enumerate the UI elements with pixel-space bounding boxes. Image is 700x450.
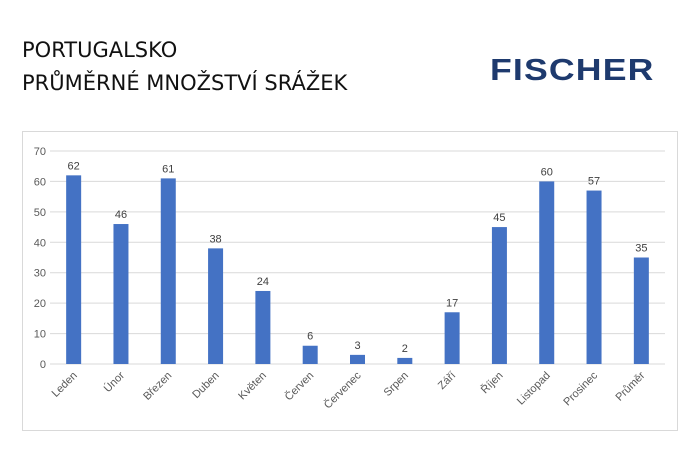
x-tick-label: Březen — [141, 370, 174, 403]
gridlines — [50, 150, 665, 365]
bar — [255, 290, 271, 364]
bar — [302, 345, 318, 364]
y-axis-ticks: 0 10 20 30 40 50 60 70 — [34, 146, 46, 371]
x-tick-label: Květen — [236, 370, 269, 403]
x-tick-label: Prosinec — [561, 369, 600, 408]
title-line-2: PRŮMĚRNÉ MNOŽSTVÍ SRÁŽEK — [22, 71, 348, 95]
y-tick-label: 10 — [34, 329, 46, 341]
y-tick-label: 40 — [34, 237, 46, 249]
bar — [208, 248, 224, 364]
bar — [160, 178, 176, 364]
bar — [350, 354, 365, 364]
data-label: 17 — [446, 297, 458, 309]
x-tick-label: Duben — [190, 370, 221, 401]
bars — [66, 175, 649, 364]
bar — [633, 257, 649, 364]
page-title: PORTUGALSKO PRŮMĚRNÉ MNOŽSTVÍ SRÁŽEK — [22, 34, 347, 100]
data-label: 24 — [257, 276, 269, 288]
data-label: 46 — [115, 209, 127, 221]
y-tick-label: 20 — [34, 298, 46, 310]
data-label: 61 — [162, 163, 174, 175]
bar — [113, 224, 129, 364]
bar — [444, 312, 460, 364]
y-tick-label: 0 — [40, 359, 46, 371]
y-tick-label: 30 — [34, 268, 46, 280]
y-tick-label: 50 — [34, 207, 46, 219]
y-tick-label: 60 — [34, 176, 46, 188]
fischer-logo: FISCHER — [490, 52, 655, 87]
data-label: 2 — [402, 343, 408, 355]
data-labels: 62 46 61 38 24 6 3 2 17 45 60 57 35 — [68, 160, 648, 355]
data-label: 35 — [635, 243, 647, 255]
bar — [397, 357, 413, 364]
data-label: 60 — [541, 166, 553, 178]
data-label: 6 — [307, 331, 313, 343]
x-tick-label: Srpen — [382, 370, 411, 399]
title-line-1: PORTUGALSKO — [22, 38, 178, 62]
x-tick-label: Průměr — [613, 369, 647, 403]
data-label: 62 — [68, 160, 80, 172]
x-tick-label: Červenec — [321, 369, 364, 412]
y-tick-label: 70 — [34, 146, 46, 158]
data-label: 38 — [209, 233, 221, 245]
data-label: 3 — [354, 340, 360, 352]
x-tick-label: Listopad — [515, 370, 553, 408]
chart-frame — [22, 131, 678, 431]
bar — [66, 175, 82, 364]
data-label: 45 — [493, 212, 505, 224]
x-tick-label: Říjen — [478, 369, 505, 396]
x-tick-label: Únor — [101, 369, 127, 395]
bar — [491, 227, 507, 364]
bar — [586, 190, 602, 364]
x-tick-label: Září — [436, 370, 458, 392]
x-tick-label: Leden — [50, 370, 80, 400]
data-label: 57 — [588, 176, 600, 188]
x-axis-ticks: Leden Únor Březen Duben Květen Červen Červenec… — [50, 369, 648, 412]
x-tick-label: Červen — [282, 369, 316, 403]
bar — [539, 181, 555, 364]
